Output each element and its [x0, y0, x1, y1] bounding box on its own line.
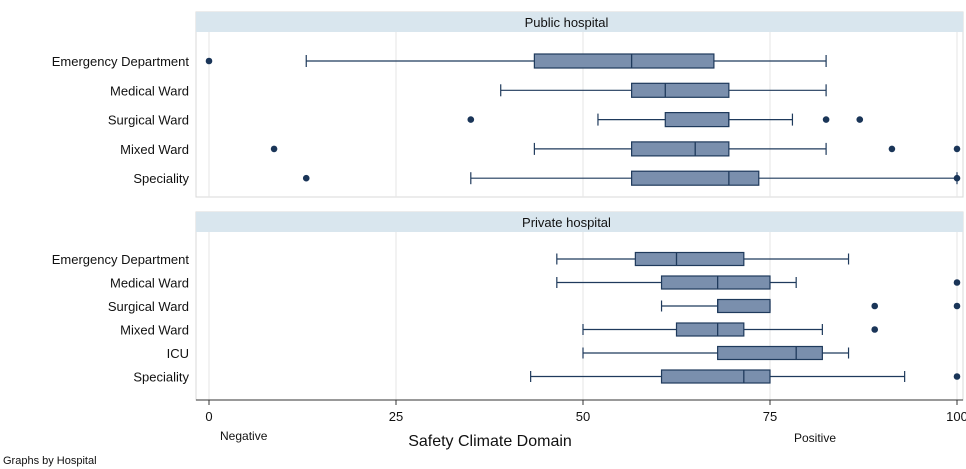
panel-title: Public hospital: [525, 15, 609, 30]
outlier-point: [468, 116, 475, 123]
box-iqr: [718, 347, 823, 360]
outlier-point: [856, 116, 863, 123]
outlier-point: [206, 58, 213, 65]
outlier-point: [271, 146, 278, 153]
x-annotation-positive: Positive: [794, 431, 836, 445]
box-iqr: [534, 54, 714, 68]
box-iqr: [677, 323, 744, 336]
outlier-point: [303, 175, 310, 182]
footnote: Graphs by Hospital: [3, 455, 97, 467]
panel-title: Private hospital: [522, 215, 611, 230]
x-tick-label: 100: [946, 409, 966, 424]
x-axis: 0 25 50 75 100: [196, 400, 966, 424]
outlier-point: [823, 116, 830, 123]
category-label: Medical Ward: [110, 276, 189, 291]
outlier-point: [954, 175, 961, 182]
panel-frame: [196, 212, 963, 400]
outlier-point: [871, 326, 878, 333]
box-iqr: [665, 113, 729, 127]
x-annotation-negative: Negative: [220, 429, 268, 443]
box-iqr: [632, 83, 729, 97]
outlier-point: [889, 146, 896, 153]
box-iqr: [662, 276, 770, 289]
outlier-point: [954, 146, 961, 153]
chart-panels: Public hospital Emergency Department Medic…: [52, 12, 963, 400]
box-iqr: [632, 171, 759, 185]
category-label: Mixed Ward: [120, 142, 189, 157]
panel-private-hospital: Private hospital Emergency Department Medi…: [52, 212, 963, 400]
x-axis-title: Safety Climate Domain: [408, 433, 572, 450]
x-tick-label: 50: [576, 409, 590, 424]
category-label: Emergency Department: [52, 252, 190, 267]
x-tick-label: 75: [763, 409, 777, 424]
category-label: Speciality: [133, 370, 189, 385]
panel-frame: [196, 12, 963, 197]
outlier-point: [954, 303, 961, 310]
panel-public-hospital: Public hospital Emergency Department Medic…: [52, 12, 963, 197]
category-label: Emergency Department: [52, 54, 190, 69]
box-iqr: [635, 253, 743, 266]
category-label: Medical Ward: [110, 83, 189, 98]
box-iqr: [662, 370, 770, 383]
outlier-point: [954, 279, 961, 286]
category-label: Speciality: [133, 171, 189, 186]
category-label: Mixed Ward: [120, 323, 189, 338]
outlier-point: [954, 373, 961, 380]
category-label: Surgical Ward: [108, 299, 189, 314]
outlier-point: [871, 303, 878, 310]
box-iqr: [632, 142, 729, 156]
category-label: Surgical Ward: [108, 113, 189, 128]
x-tick-label: 0: [205, 409, 212, 424]
box-iqr: [718, 300, 770, 313]
category-label: ICU: [167, 346, 189, 361]
x-tick-label: 25: [389, 409, 403, 424]
